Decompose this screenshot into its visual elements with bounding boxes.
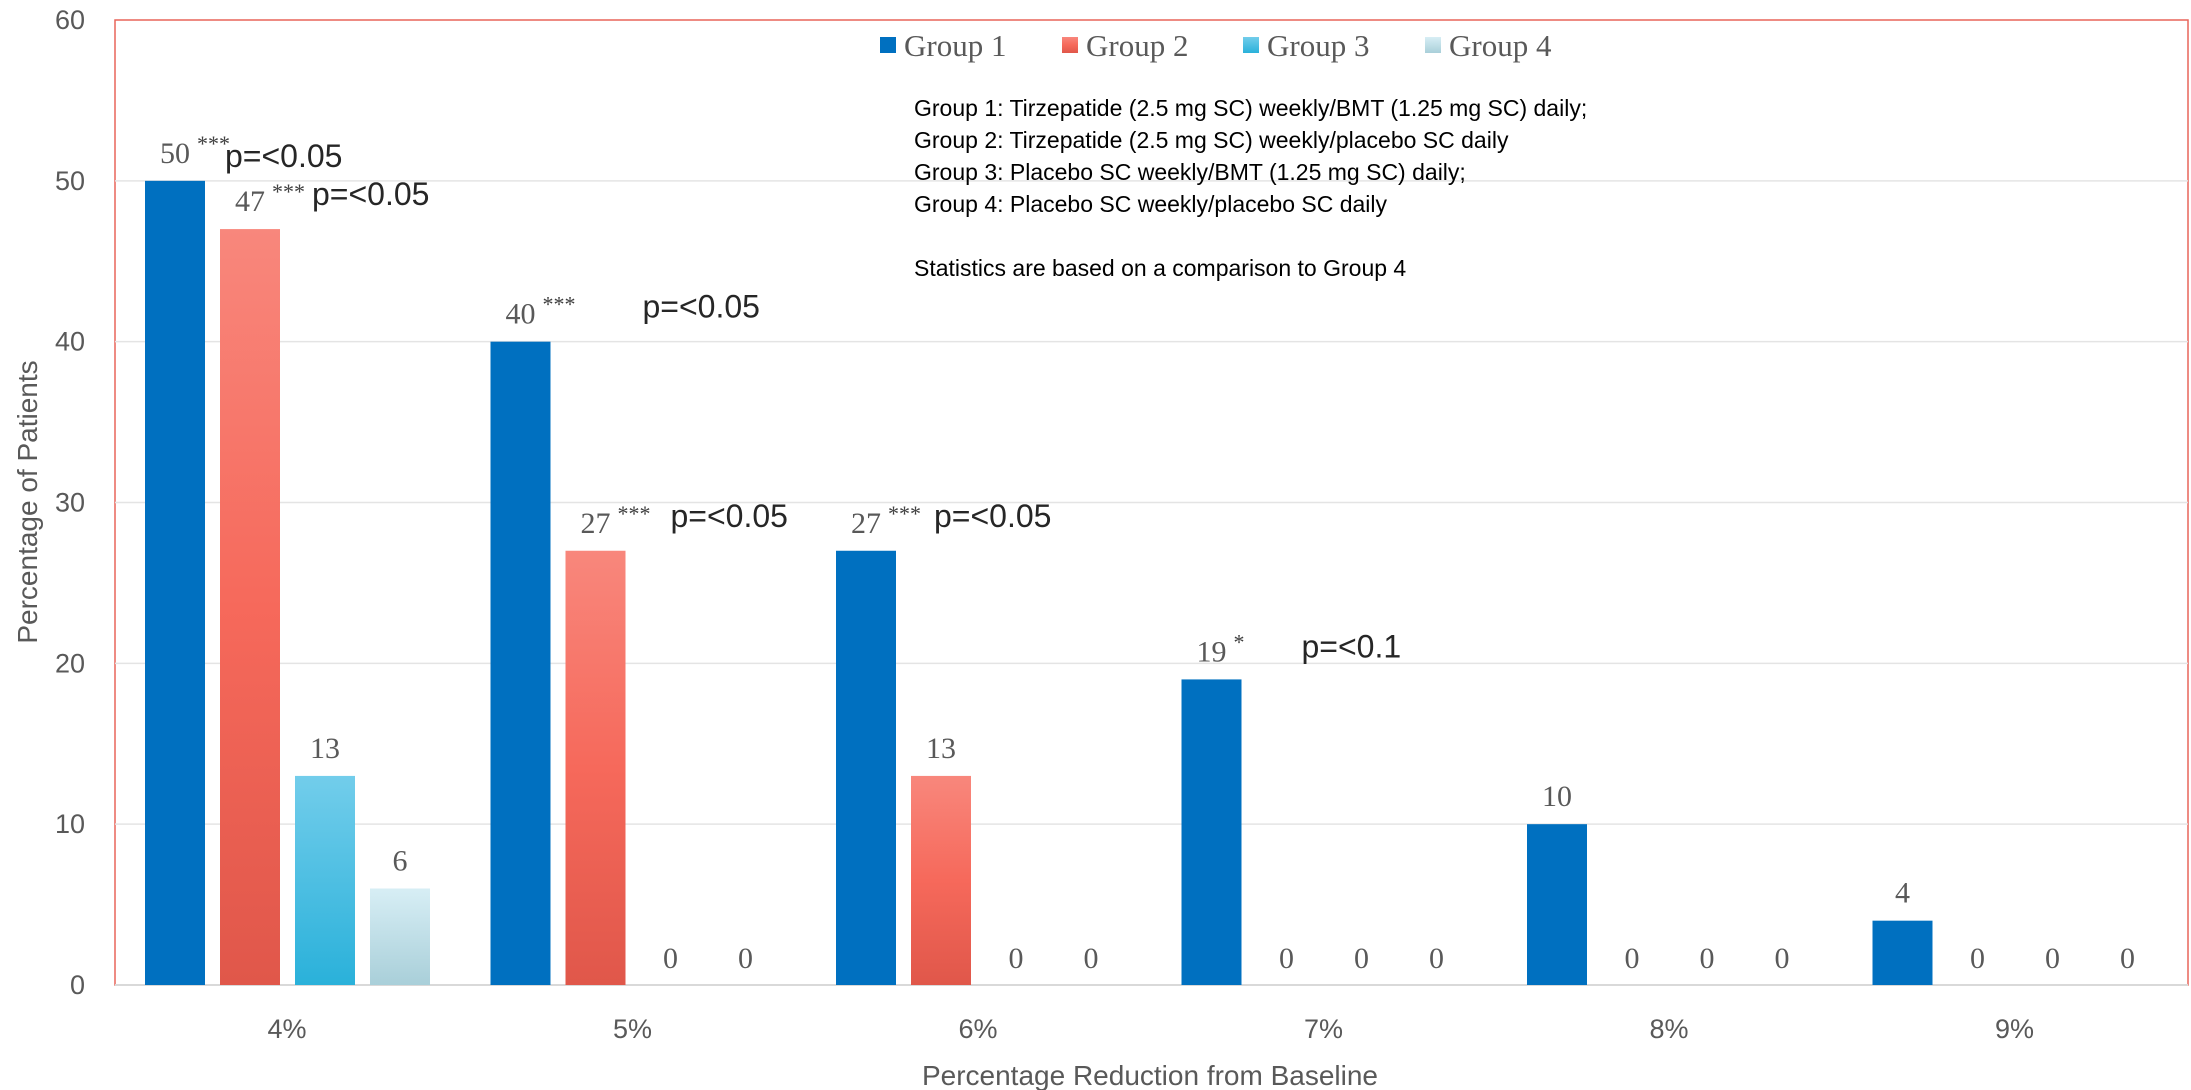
value-labels: 50 40 27 19 10 4 47 27 13 0 0 0 13 0 0 0 0 0 6 0 0 0 0 0 [160, 137, 2135, 975]
significance-stars: *** [543, 292, 576, 317]
y-tick-label: 20 [55, 648, 85, 678]
data-label: 0 [1354, 942, 1369, 975]
grid-lines [115, 180, 2188, 986]
significance-stars: *** [272, 179, 305, 204]
legend: Group 1 Group 2 Group 3 Group 4 [880, 28, 1552, 63]
legend-label: Group 2 [1086, 28, 1188, 63]
x-tick-label: 7% [1304, 1014, 1343, 1044]
data-label: 13 [926, 732, 956, 765]
note-line: Group 3: Placebo SC weekly/BMT (1.25 mg … [914, 159, 1466, 185]
y-axis-ticks: 0 10 20 30 40 50 60 [55, 5, 85, 1000]
bar-group-1-8pct [1527, 824, 1587, 985]
data-label: 47 [235, 185, 265, 218]
y-tick-label: 0 [70, 970, 85, 1000]
data-label: 0 [2120, 942, 2135, 975]
x-tick-label: 6% [958, 1014, 997, 1044]
bar-group-2-4pct [220, 229, 280, 986]
bar-group-1-5pct [490, 341, 551, 986]
data-label: 0 [1625, 942, 1640, 975]
legend-label: Group 4 [1449, 28, 1552, 63]
y-tick-label: 10 [55, 809, 85, 839]
significance-stars: *** [197, 131, 230, 156]
data-label: 0 [1279, 942, 1294, 975]
bar-group-1-6pct [836, 550, 896, 985]
note-line: Group 1: Tirzepatide (2.5 mg SC) weekly/… [914, 95, 1587, 121]
legend-label: Group 1 [904, 28, 1006, 63]
significance-stars: *** [888, 501, 921, 526]
data-label: 0 [2045, 942, 2060, 975]
bar-group-1-4pct [145, 180, 205, 986]
p-value-label: p=<0.05 [225, 138, 342, 174]
data-label: 0 [1429, 942, 1444, 975]
data-label: 4 [1895, 877, 1910, 910]
legend-swatch [1243, 37, 1259, 53]
legend-swatch [880, 37, 896, 53]
data-label: 40 [506, 298, 536, 331]
bar-group-2-6pct [911, 775, 971, 985]
x-tick-label: 4% [267, 1014, 306, 1044]
y-axis-title: Percentage of Patients [12, 360, 43, 643]
legend-swatch [1425, 37, 1441, 53]
x-axis-ticks: 4% 5% 6% 7% 8% 9% [267, 1014, 2034, 1044]
note-line: Statistics are based on a comparison to … [914, 255, 1406, 281]
p-value-label: p=<0.05 [671, 498, 788, 534]
x-axis-title: Percentage Reduction from Baseline [922, 1060, 1378, 1090]
data-label: 0 [1970, 942, 1985, 975]
data-label: 50 [160, 137, 190, 170]
bar-group-1-9pct [1872, 920, 1933, 985]
p-value-label: p=<0.05 [312, 176, 429, 212]
data-label: 0 [1084, 942, 1099, 975]
y-tick-label: 50 [55, 166, 85, 196]
bar-group-4-4pct [370, 888, 430, 985]
data-label: 27 [851, 507, 881, 540]
data-label: 0 [663, 942, 678, 975]
y-tick-label: 60 [55, 5, 85, 35]
data-label: 0 [1700, 942, 1715, 975]
significance-stars: *** [618, 501, 651, 526]
legend-label: Group 3 [1267, 28, 1369, 63]
data-label: 27 [581, 507, 611, 540]
data-label: 0 [738, 942, 753, 975]
bar-group-3-4pct [295, 775, 355, 985]
data-label: 13 [310, 732, 340, 765]
p-value-label: p=<0.05 [643, 289, 760, 325]
data-label: 0 [1009, 942, 1024, 975]
x-tick-label: 8% [1649, 1014, 1688, 1044]
data-label: 10 [1542, 780, 1572, 813]
data-label: 6 [393, 845, 408, 878]
significance-annotations: ***p=<0.05*** p=<0.05*** p=<0.05*** p=<0.05… [197, 131, 1401, 665]
y-tick-label: 30 [55, 488, 85, 518]
note-line: Group 4: Placebo SC weekly/placebo SC da… [914, 191, 1388, 217]
x-tick-label: 9% [1995, 1014, 2034, 1044]
bar-group-2-5pct [565, 550, 626, 985]
note-line: Group 2: Tirzepatide (2.5 mg SC) weekly/… [914, 127, 1509, 153]
p-value-label: p=<0.05 [934, 498, 1051, 534]
bars [145, 180, 1933, 986]
x-tick-label: 5% [613, 1014, 652, 1044]
bar-group-1-7pct [1181, 679, 1242, 985]
p-value-label: p=<0.1 [1302, 628, 1402, 664]
data-label: 19 [1197, 635, 1227, 668]
y-tick-label: 40 [55, 327, 85, 357]
significance-stars: * [1234, 629, 1245, 654]
notes-box: Group 1: Tirzepatide (2.5 mg SC) weekly/… [914, 95, 1587, 281]
legend-swatch [1062, 37, 1078, 53]
data-label: 0 [1775, 942, 1790, 975]
